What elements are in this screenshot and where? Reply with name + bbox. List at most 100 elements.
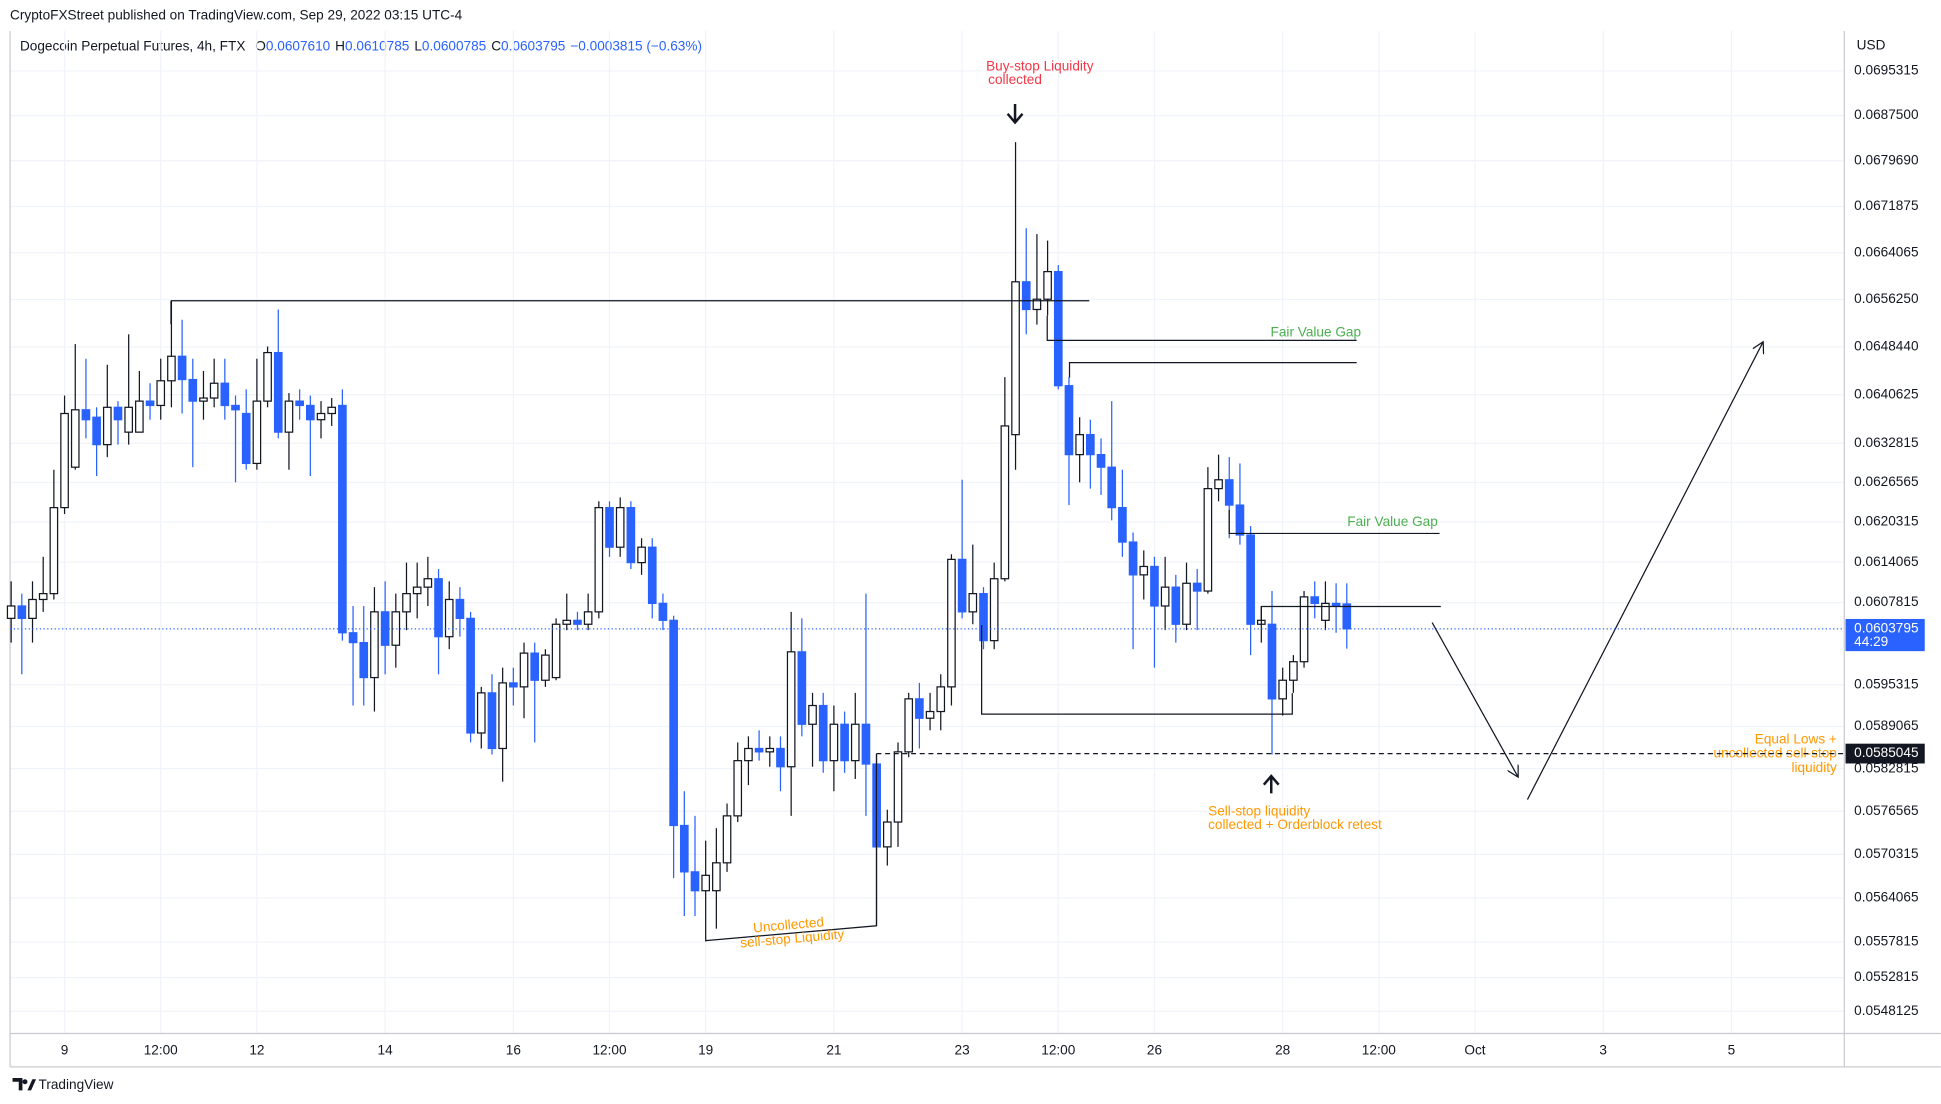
candle-body xyxy=(359,641,369,679)
candle-body xyxy=(658,602,668,621)
footer: TradingView xyxy=(12,1077,114,1092)
candle-body xyxy=(38,593,48,601)
candle-body xyxy=(1107,466,1117,509)
annotation: Fair Value Gap xyxy=(1347,514,1438,529)
candle-body xyxy=(241,412,251,465)
candle-body xyxy=(594,506,604,613)
candle-body xyxy=(102,406,112,446)
candle-body xyxy=(712,862,721,892)
annotation: Uncollected xyxy=(752,914,824,935)
y-tick-label: 0.0595315 xyxy=(1854,676,1918,691)
candle-body xyxy=(893,751,903,823)
ohlc-value: 0.0610785 xyxy=(345,39,409,54)
y-tick-label: 0.0664065 xyxy=(1854,244,1918,259)
candle-body xyxy=(466,617,475,734)
candle-body xyxy=(861,723,871,765)
candle-body xyxy=(904,698,914,753)
y-tick-label: 0.0570315 xyxy=(1854,846,1918,861)
candle-body xyxy=(573,619,582,625)
y-tick-label: 0.0614065 xyxy=(1854,554,1918,569)
countdown: 44:29 xyxy=(1854,634,1888,649)
candle-body xyxy=(1267,623,1277,700)
candle-body xyxy=(316,412,326,421)
candle-body xyxy=(722,815,732,864)
candle-body xyxy=(455,598,465,619)
change: −0.0003815 (−0.63%) xyxy=(570,39,702,54)
price-label: 0.0603795 xyxy=(1854,620,1918,635)
projection-arrow xyxy=(1526,343,1762,800)
candle-body xyxy=(124,406,134,433)
currency: USD xyxy=(1857,37,1886,52)
candle-body xyxy=(327,406,337,415)
candle-body xyxy=(850,723,860,762)
candle-body xyxy=(1214,479,1223,490)
candle-body xyxy=(765,747,775,753)
candle-body xyxy=(1299,596,1309,663)
y-tick-label: 0.0564065 xyxy=(1854,890,1918,905)
candle-body xyxy=(690,871,700,892)
candle-body xyxy=(647,546,657,604)
candle-body xyxy=(979,593,988,642)
candle-body xyxy=(818,704,828,762)
y-tick-label: 0.0640625 xyxy=(1854,386,1918,401)
candle-body xyxy=(305,404,315,421)
annotation: Equal Lows + xyxy=(1755,732,1837,747)
candle-body xyxy=(1224,479,1234,506)
candle-body xyxy=(167,355,176,382)
orderblock-box xyxy=(981,625,1293,715)
candle-body xyxy=(541,654,550,681)
candle-body xyxy=(829,723,839,762)
candle-body xyxy=(209,382,219,399)
candle-body xyxy=(882,821,892,848)
candle-body xyxy=(1139,565,1149,576)
candle-body xyxy=(808,704,817,725)
candle-body xyxy=(1160,586,1170,607)
candle-body xyxy=(1011,281,1020,436)
candle-body xyxy=(113,406,123,421)
candle-body xyxy=(1342,603,1352,630)
y-tick-label: 0.0589065 xyxy=(1854,718,1918,733)
candle-body xyxy=(679,824,689,873)
ohlc-value: 0.0607610 xyxy=(266,39,331,54)
candle-body xyxy=(92,416,101,446)
candle-body xyxy=(626,506,636,564)
candle-body xyxy=(81,409,91,421)
candle-body xyxy=(637,546,646,564)
candle-body xyxy=(487,692,497,750)
candle-body xyxy=(1331,602,1341,607)
publisher: CryptoFXStreet published on TradingView.… xyxy=(10,8,463,23)
candle-body xyxy=(135,400,144,433)
candle-body xyxy=(295,400,304,407)
candle-body xyxy=(744,747,753,762)
candle-body xyxy=(776,747,785,768)
candle-body xyxy=(231,404,240,411)
y-tick-label: 0.0582815 xyxy=(1854,760,1918,775)
ohlc-label: O xyxy=(255,39,266,54)
orderblock-line xyxy=(1260,605,1441,626)
y-tick-label: 0.0656250 xyxy=(1854,291,1919,306)
y-tick-label: 0.0679690 xyxy=(1854,152,1919,167)
candles xyxy=(6,142,1352,942)
annotation: Sell-stop liquidity xyxy=(1208,804,1310,819)
ohlc-label: H xyxy=(335,39,345,54)
candle-body xyxy=(434,578,443,638)
ohlc-value: 0.0603795 xyxy=(501,39,565,54)
price-box xyxy=(1845,618,1925,652)
fvg-line xyxy=(1046,315,1357,341)
candle-body xyxy=(605,506,614,548)
candle-body xyxy=(263,351,272,402)
candle-body xyxy=(583,611,593,625)
candle-body xyxy=(17,605,27,619)
candle-body xyxy=(1096,454,1106,468)
candle-body xyxy=(70,409,80,468)
candle-body xyxy=(1192,582,1202,592)
x-tick-label: 21 xyxy=(826,1042,841,1057)
candle-body xyxy=(936,686,946,713)
candle-body xyxy=(1075,434,1084,456)
candle-body xyxy=(476,692,486,734)
candle-body xyxy=(947,558,956,688)
x-tick-label: 28 xyxy=(1275,1042,1290,1057)
candle-body xyxy=(509,682,518,688)
